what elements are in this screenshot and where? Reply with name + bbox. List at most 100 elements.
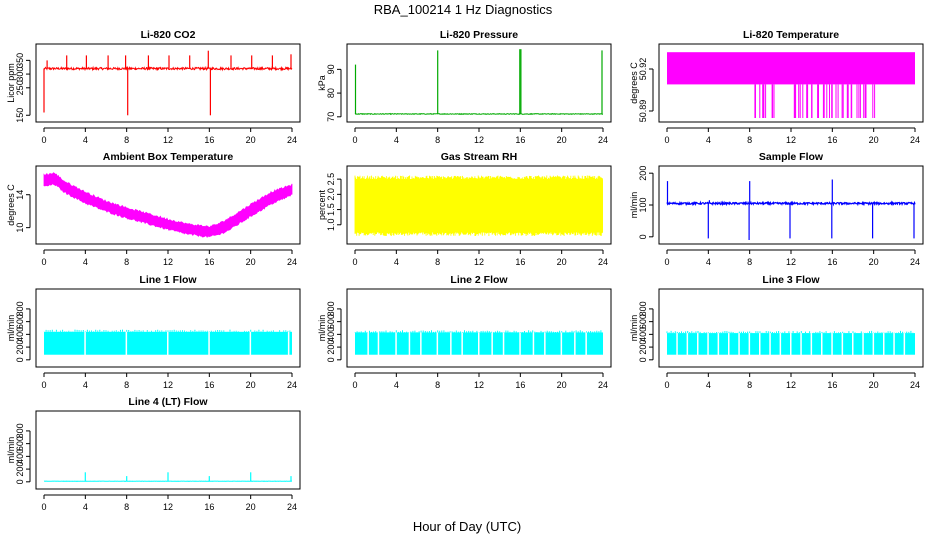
plot-frame bbox=[346, 43, 612, 123]
chart-panels: Li-820 CO2 Licor ppm 0 4 8 12 16 20 24 150 2503003… bbox=[6, 29, 924, 512]
y-tick-label: 200 bbox=[638, 340, 648, 355]
y-tick-label: 600 bbox=[326, 314, 336, 329]
x-tick-label: 4 bbox=[706, 135, 711, 145]
series-line bbox=[43, 65, 293, 72]
series-gap bbox=[167, 330, 169, 356]
panel-co2: Li-820 CO2 Licor ppm 0 4 8 12 16 20 24 150 2503003… bbox=[6, 29, 301, 145]
x-tick-label: 0 bbox=[352, 380, 357, 390]
plot-frame bbox=[35, 410, 301, 490]
series-gap bbox=[574, 331, 576, 356]
x-tick-label: 8 bbox=[747, 135, 752, 145]
y-tick-label: 350 bbox=[15, 53, 25, 68]
y-tick-label: 800 bbox=[15, 301, 25, 316]
series-gap bbox=[821, 332, 823, 356]
x-tick-label: 24 bbox=[598, 257, 608, 267]
x-tick-label: 20 bbox=[246, 502, 256, 512]
y-tick-label: 800 bbox=[638, 301, 648, 316]
x-tick-label: 16 bbox=[204, 380, 214, 390]
series-gap bbox=[728, 332, 730, 356]
y-axis: 1.0 1.5 2.0 2.5 bbox=[326, 173, 342, 232]
figure-title: RBA_100214 1 Hz Diagnostics bbox=[374, 2, 553, 17]
x-tick-label: 12 bbox=[163, 135, 173, 145]
y-tick-label: 0 bbox=[326, 357, 336, 362]
x-tick-label: 8 bbox=[747, 380, 752, 390]
series-gap bbox=[125, 330, 128, 356]
x-tick-label: 0 bbox=[41, 257, 46, 267]
series-gap bbox=[810, 332, 813, 356]
series-gap bbox=[377, 331, 380, 356]
y-tick-label: 400 bbox=[326, 327, 336, 342]
x-tick-label: 20 bbox=[557, 380, 567, 390]
x-tick-label: 12 bbox=[163, 502, 173, 512]
data-series bbox=[354, 175, 603, 236]
series-gap bbox=[800, 332, 802, 356]
x-tick-label: 0 bbox=[664, 380, 669, 390]
plot-frame bbox=[346, 165, 612, 245]
series-gap bbox=[560, 331, 563, 356]
x-tick-label: 20 bbox=[246, 380, 256, 390]
x-axis: 0 4 8 12 16 20 24 bbox=[41, 494, 297, 512]
chart-title: Li-820 CO2 bbox=[141, 29, 196, 41]
y-tick-label: 50.92 bbox=[638, 58, 648, 81]
chart-title: Gas Stream RH bbox=[441, 151, 517, 163]
series-gap bbox=[697, 332, 699, 356]
data-series bbox=[43, 329, 292, 356]
y-tick-label: 90 bbox=[326, 64, 336, 74]
series-drops bbox=[754, 84, 876, 118]
x-tick-label: 4 bbox=[394, 257, 399, 267]
y-tick-label: 14 bbox=[15, 190, 25, 200]
series-band bbox=[43, 172, 293, 238]
x-tick-label: 12 bbox=[786, 135, 796, 145]
series-gap bbox=[769, 332, 771, 356]
data-series bbox=[666, 330, 915, 356]
series-gap bbox=[831, 332, 833, 356]
x-tick-label: 4 bbox=[83, 135, 88, 145]
x-tick-label: 4 bbox=[706, 257, 711, 267]
series-gap bbox=[408, 331, 411, 356]
y-tick-label: 250 bbox=[15, 80, 25, 95]
y-tick-label: 0 bbox=[15, 479, 25, 484]
y-tick-label: 200 bbox=[15, 340, 25, 355]
x-tick-label: 0 bbox=[41, 502, 46, 512]
x-tick-label: 24 bbox=[910, 257, 920, 267]
series-gap bbox=[502, 331, 505, 356]
y-tick-label: 10 bbox=[15, 223, 25, 233]
x-tick-label: 8 bbox=[435, 257, 440, 267]
x-tick-label: 16 bbox=[515, 380, 525, 390]
figure-xlabel: Hour of Day (UTC) bbox=[413, 519, 521, 534]
y-tick-label: 200 bbox=[15, 462, 25, 477]
x-tick-label: 20 bbox=[246, 135, 256, 145]
data-series bbox=[354, 49, 604, 116]
x-tick-label: 4 bbox=[83, 380, 88, 390]
series-band bbox=[667, 52, 915, 85]
y-tick-label: 1.5 bbox=[326, 203, 336, 216]
x-tick-label: 0 bbox=[664, 257, 669, 267]
x-axis: 0 4 8 12 16 20 24 bbox=[664, 127, 920, 145]
series-gap bbox=[841, 332, 844, 356]
plot-frame bbox=[35, 43, 301, 123]
y-tick-label: 200 bbox=[638, 166, 648, 181]
chart-title: Line 4 (LT) Flow bbox=[128, 396, 208, 408]
x-tick-label: 16 bbox=[204, 257, 214, 267]
x-tick-label: 12 bbox=[163, 380, 173, 390]
x-tick-label: 24 bbox=[910, 135, 920, 145]
series-gap bbox=[790, 332, 792, 356]
data-series bbox=[667, 52, 915, 118]
chart-title: Line 1 Flow bbox=[139, 274, 197, 286]
data-series bbox=[43, 172, 293, 238]
series-noise bbox=[43, 329, 291, 332]
x-tick-label: 20 bbox=[557, 135, 567, 145]
y-axis: 10 14 bbox=[15, 190, 31, 233]
y-tick-label: 0 bbox=[638, 357, 648, 362]
x-tick-label: 8 bbox=[124, 257, 129, 267]
series-gap bbox=[759, 332, 761, 356]
y-tick-label: 1.0 bbox=[326, 219, 336, 232]
series-gap bbox=[852, 332, 854, 356]
x-tick-label: 16 bbox=[827, 135, 837, 145]
y-axis-label: kPa bbox=[317, 75, 327, 91]
x-tick-label: 0 bbox=[41, 135, 46, 145]
x-tick-label: 12 bbox=[474, 380, 484, 390]
plot-frame bbox=[658, 288, 924, 368]
